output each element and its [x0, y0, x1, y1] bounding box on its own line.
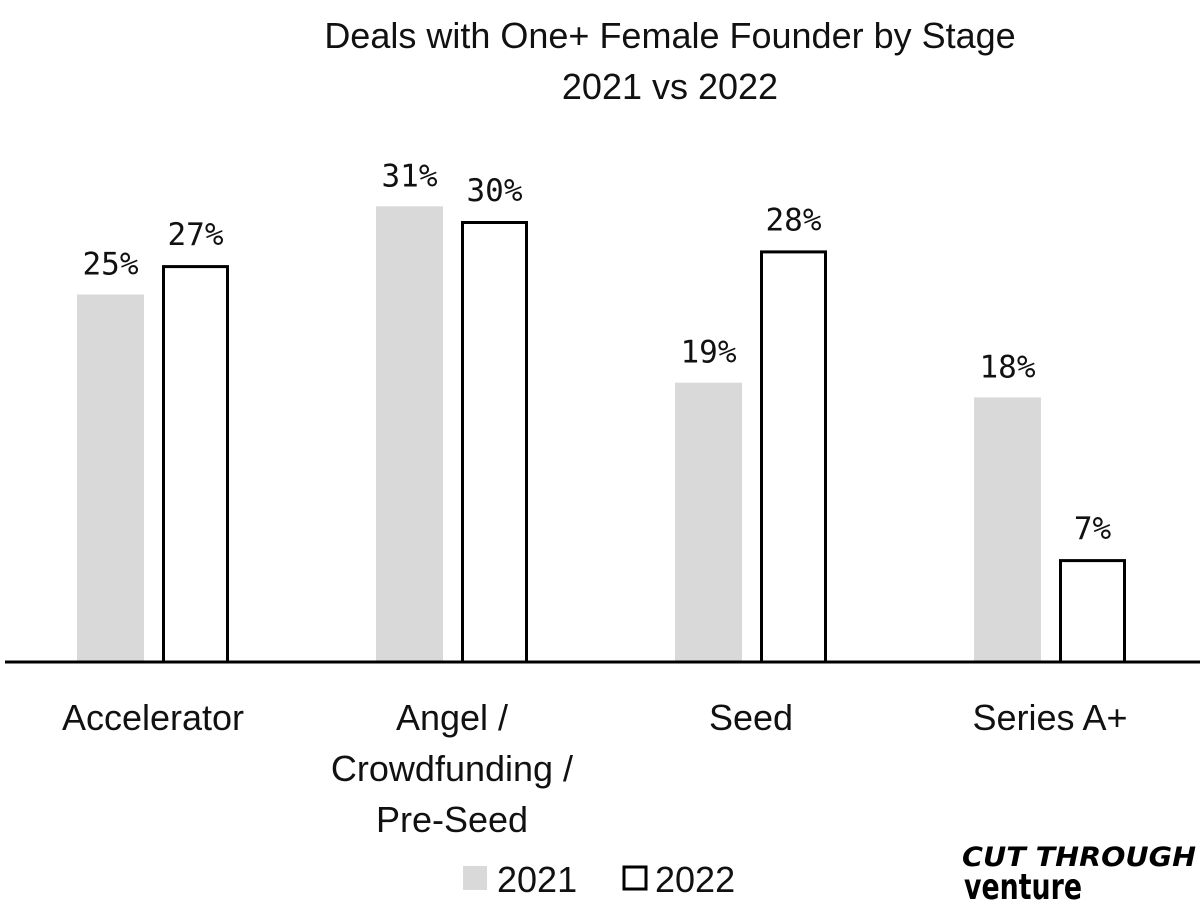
data-label-2022-1: 30% — [467, 173, 523, 209]
bar-2022-2 — [760, 250, 827, 664]
data-label-2021-3: 18% — [980, 349, 1036, 385]
data-label-2021-1: 31% — [382, 158, 438, 194]
category-label-2: Seed — [709, 697, 793, 738]
legend-label-2021: 2021 — [497, 859, 577, 900]
bar-2021-1 — [376, 206, 443, 663]
bar-2022-1 — [461, 221, 528, 664]
bar-2022-0 — [162, 265, 229, 664]
legend-label-2022: 2022 — [655, 859, 735, 900]
cut-through-venture-logo: CUT THROUGH venture — [962, 842, 1196, 906]
chart-title: Deals with One+ Female Founder by Stage — [324, 15, 1015, 56]
logo-line2: venture — [964, 867, 1082, 906]
data-label-2022-3: 7% — [1074, 511, 1112, 547]
bar-2021-0 — [77, 294, 144, 662]
legend-swatch-2022 — [622, 865, 648, 891]
bar-2022-3 — [1059, 559, 1126, 664]
data-label-2022-2: 28% — [766, 202, 822, 238]
legend: 2021 2022 — [463, 859, 735, 900]
chart-subtitle: 2021 vs 2022 — [562, 66, 778, 107]
category-label-1: Pre-Seed — [376, 799, 528, 840]
data-label-2022-0: 27% — [168, 217, 224, 253]
category-label-1: Angel / — [396, 697, 508, 738]
logo-line1: CUT THROUGH — [962, 842, 1196, 873]
category-label-0: Accelerator — [62, 697, 244, 738]
category-label-1: Crowdfunding / — [331, 748, 573, 789]
legend-swatch-2021 — [463, 866, 487, 890]
bar-2021-3 — [974, 397, 1041, 662]
bar-2021-2 — [675, 382, 742, 662]
data-label-2021-0: 25% — [83, 247, 139, 283]
category-label-3: Series A+ — [972, 697, 1127, 738]
data-label-2021-2: 19% — [681, 335, 737, 371]
